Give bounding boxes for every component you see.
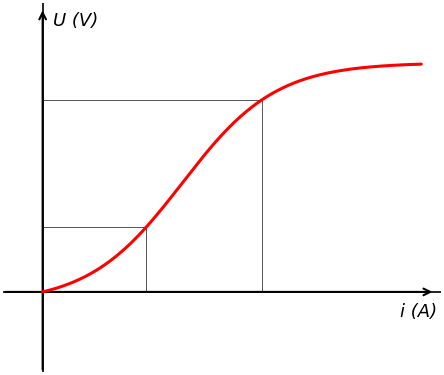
Text: i (A): i (A) bbox=[400, 303, 437, 321]
Text: U (V): U (V) bbox=[52, 12, 98, 30]
